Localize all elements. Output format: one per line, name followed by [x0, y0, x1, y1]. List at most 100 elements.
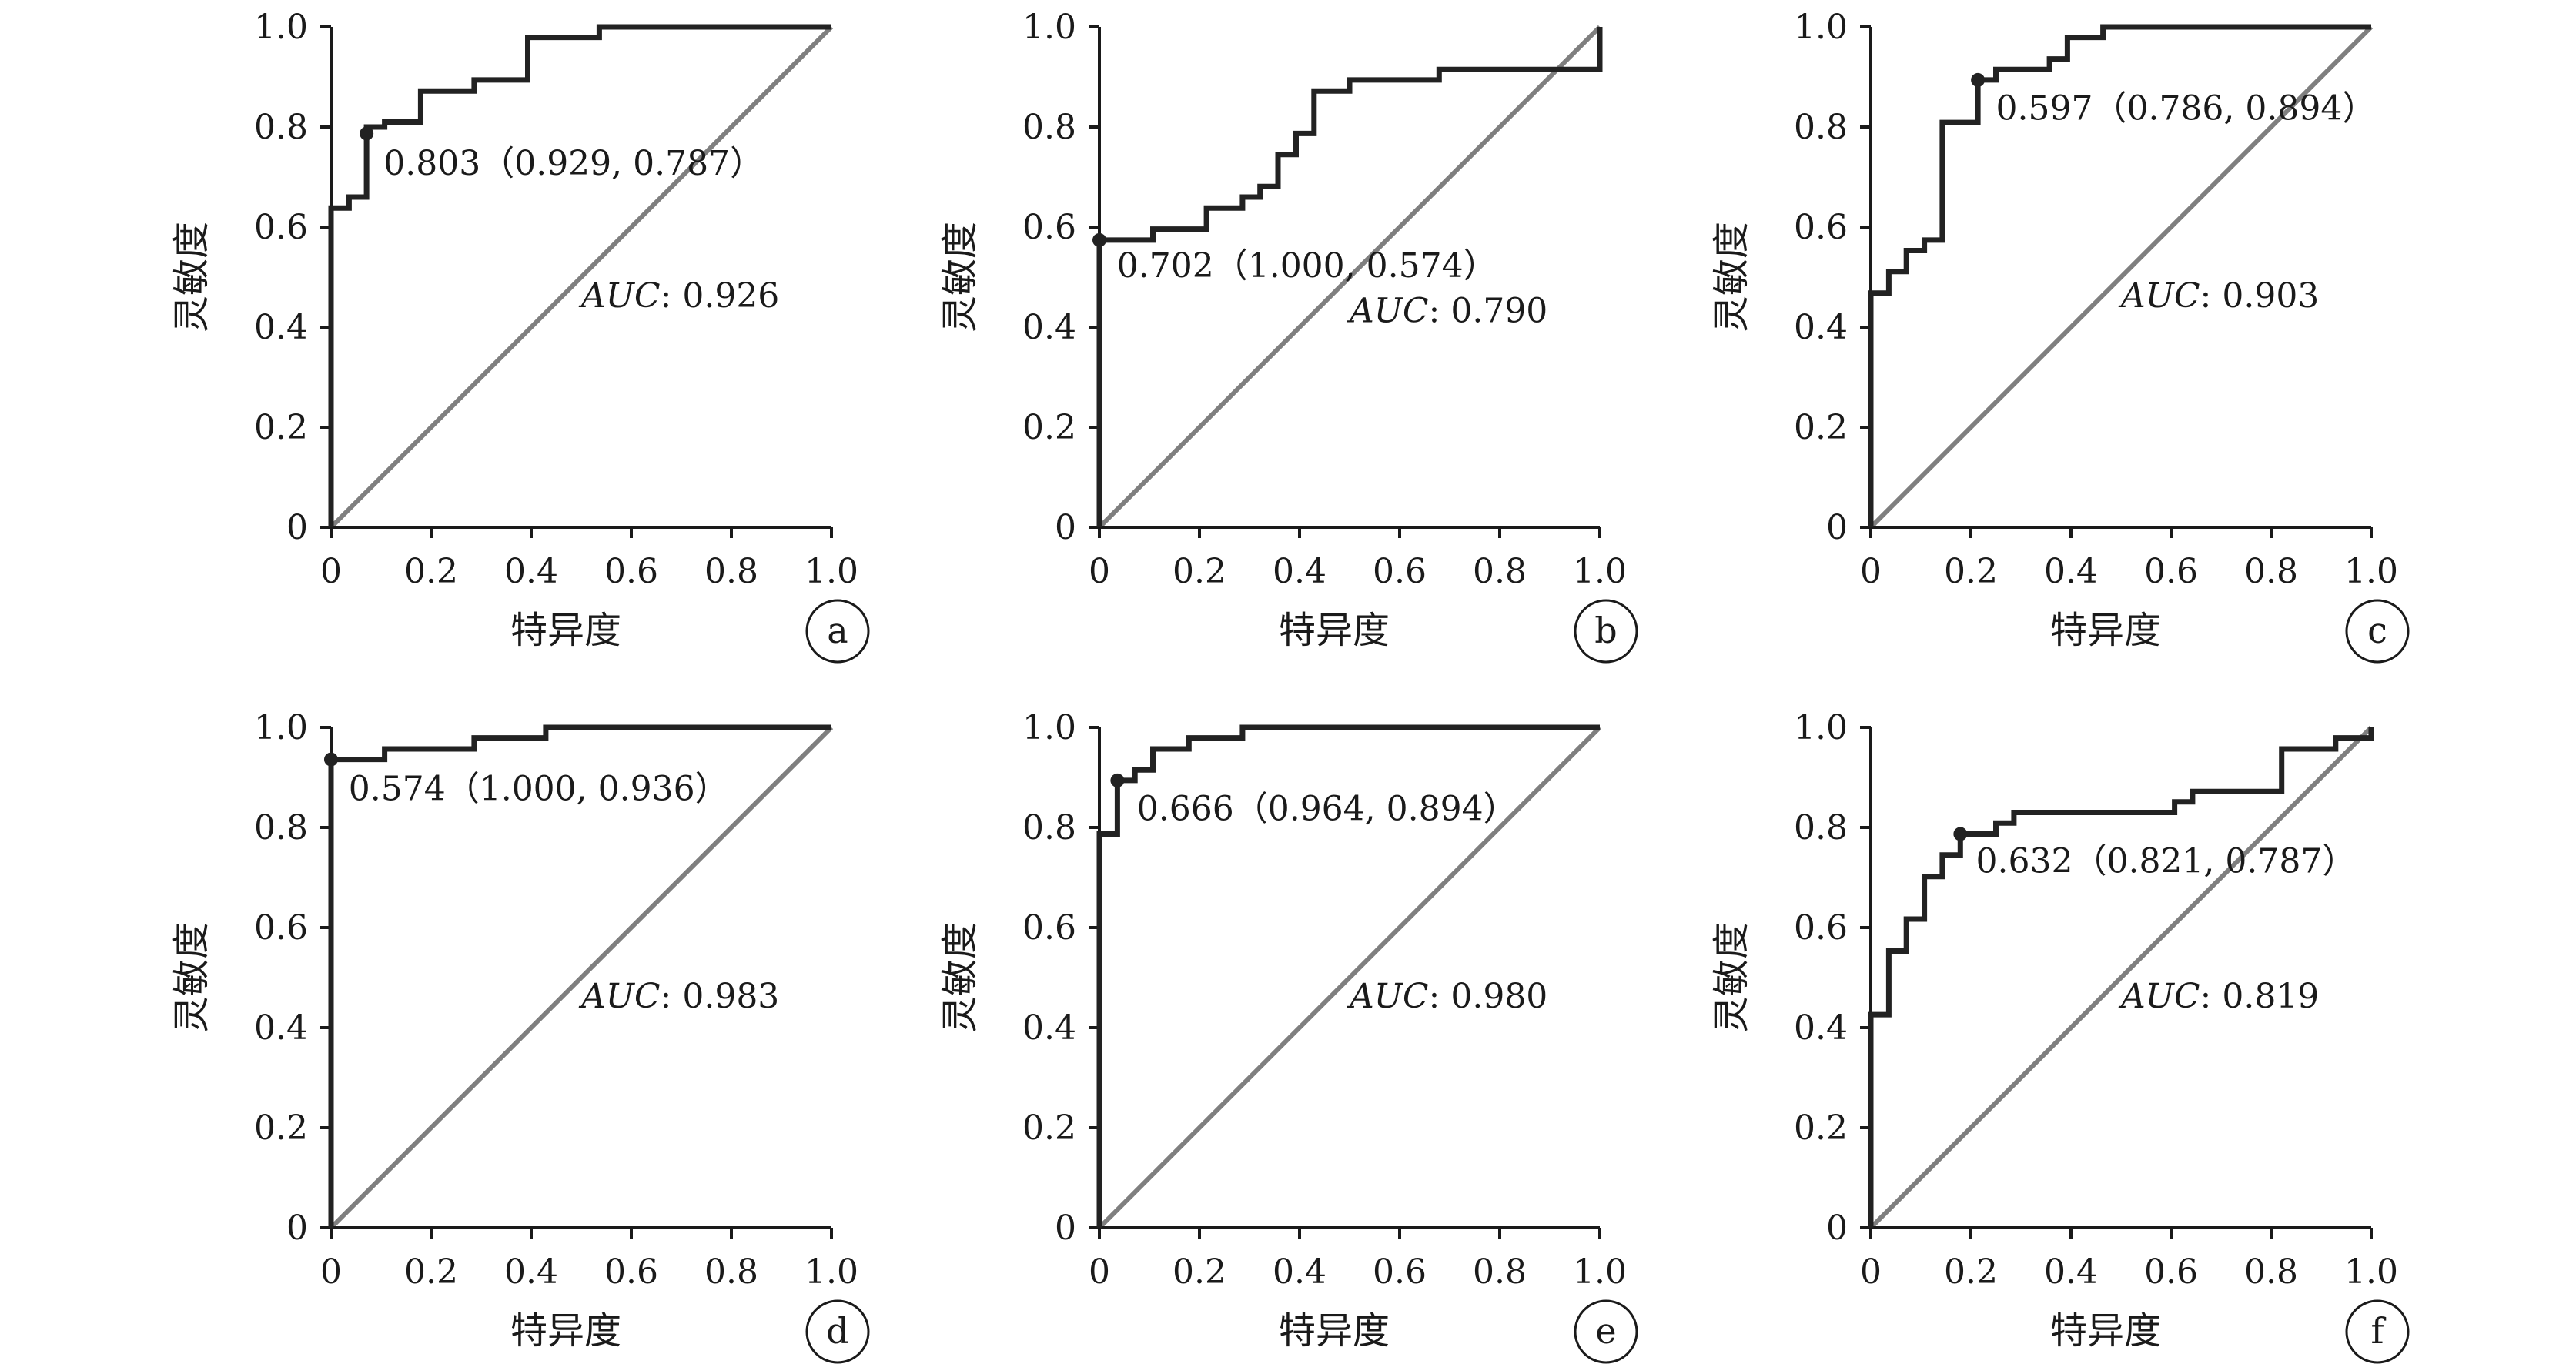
panel-f-y-tick-label: 1.0: [1794, 708, 1848, 747]
panel-f-reference-diagonal: [1868, 725, 2374, 1230]
panel-c-auc-label: AUC: 0.903: [2118, 276, 2319, 316]
panel-e: 0 0.2 0.4 0.6 0.8 1.0 0 0.2 0.4 0.6 0.8 1.0 特异度 灵敏度 0.…: [938, 708, 1638, 1364]
panel-b-x-tick-label: 0.8: [1473, 552, 1527, 591]
panel-c-cutoff-point: [1971, 72, 1986, 87]
panel-e-x-tick-label: 0.2: [1173, 1252, 1226, 1292]
panel-c-x-tick-label: 1.0: [2344, 552, 2398, 591]
panel-f-auc-value: : 0.819: [2200, 977, 2320, 1016]
panel-e-auc-value: : 0.980: [1429, 977, 1548, 1016]
panel-a-x-tick-label: 0.6: [604, 552, 658, 591]
panel-b-x-tick-label: 1.0: [1573, 552, 1627, 591]
panel-b-letter-circle: [1574, 599, 1638, 664]
panel-f-x-tick-label: 0: [1860, 1252, 1882, 1292]
panel-c-roc-curve: [1868, 24, 2371, 527]
panel-a-x-tick-label: 1.0: [805, 552, 858, 591]
panel-b-auc-key: AUC: [1347, 292, 1429, 331]
panel-a: 0 0.2 0.4 0.6 0.8 1.0 0 0.2 0.4 0.6 0.8 1.0 特异度 灵敏度 0.…: [170, 8, 870, 664]
panel-e-x-tick-label: 1.0: [1573, 1252, 1627, 1292]
panel-e-y-tick-label: 0.4: [1022, 1008, 1076, 1048]
panel-e-panel-letter: e: [1595, 1310, 1616, 1352]
panel-e-y-axis-title: 灵敏度: [938, 922, 982, 1033]
panel-d-auc-value: : 0.983: [661, 977, 780, 1016]
panel-a-auc-value: : 0.926: [661, 276, 780, 316]
panel-c-y-tick-label: 0.8: [1794, 108, 1848, 147]
panel-b-x-tick-label: 0: [1089, 552, 1110, 591]
panel-c-y-tick-label: 0.2: [1794, 408, 1848, 447]
panel-d-x-tick-label: 0.2: [404, 1252, 458, 1292]
panel-b-y-tick-label: 1.0: [1022, 8, 1076, 47]
panel-d-cutoff-label: 0.574（1.000, 0.936）: [349, 769, 729, 808]
panel-b-reference-diagonal: [1097, 25, 1602, 530]
panel-f-panel-letter: f: [2370, 1310, 2386, 1352]
panel-a-letter-circle: [805, 599, 870, 664]
panel-c-y-tick-label: 0.6: [1794, 208, 1848, 247]
panel-a-roc-curve: [328, 24, 831, 527]
panel-e-reference-diagonal: [1097, 725, 1602, 1230]
panel-a-y-tick-label: 0.2: [254, 408, 308, 447]
panel-a-y-tick-label: 0.8: [254, 108, 308, 147]
panel-f-letter-circle: [2345, 1299, 2410, 1364]
panel-d-roc-curve: [328, 724, 831, 1228]
panel-c-auc-value: : 0.903: [2200, 276, 2320, 316]
panel-f-x-tick-label: 0.6: [2144, 1252, 2198, 1292]
panel-a-y-tick-label: 1.0: [254, 8, 308, 47]
panel-d-y-axis-title: 灵敏度: [170, 922, 213, 1033]
panel-b-x-tick-label: 0.2: [1173, 552, 1226, 591]
panel-d-x-axis-title: 特异度: [510, 1309, 621, 1352]
panel-e-x-tick-label: 0: [1089, 1252, 1110, 1292]
panel-e-x-tick-label: 0.4: [1273, 1252, 1326, 1292]
panel-d-panel-letter: d: [826, 1310, 848, 1352]
panel-b-y-tick-label: 0.4: [1022, 308, 1076, 347]
panel-d-y-tick-label: 1.0: [254, 708, 308, 747]
panel-b-x-tick-label: 0.6: [1373, 552, 1427, 591]
panel-f-y-tick-label: 0.8: [1794, 808, 1848, 847]
panel-d-auc-key: AUC: [578, 977, 661, 1016]
panel-c-x-axis-title: 特异度: [2050, 609, 2161, 652]
panel-b: 0 0.2 0.4 0.6 0.8 1.0 0 0.2 0.4 0.6 0.8 1.0 特异度 灵敏度 0.…: [938, 8, 1638, 664]
panel-b-cutoff-label: 0.702（1.000, 0.574）: [1117, 246, 1497, 286]
panel-d-y-tick-label: 0.4: [254, 1008, 308, 1048]
panel-e-auc-label: AUC: 0.980: [1347, 977, 1547, 1016]
panel-c-letter-circle: [2345, 599, 2410, 664]
panel-b-y-tick-label: 0.6: [1022, 208, 1076, 247]
panel-e-cutoff-point: [1110, 773, 1125, 787]
panel-d-y-tick-label: 0: [286, 1209, 308, 1248]
panel-e-cutoff-label: 0.666（0.964, 0.894）: [1137, 789, 1517, 828]
panel-f-auc-key: AUC: [2118, 977, 2200, 1016]
panel-d-cutoff-point: [324, 752, 338, 767]
panel-f-x-tick-label: 0.8: [2244, 1252, 2298, 1292]
panel-f-y-tick-label: 0: [1826, 1209, 1848, 1248]
panel-a-auc-key: AUC: [578, 276, 661, 316]
panel-b-y-tick-label: 0.2: [1022, 408, 1076, 447]
panel-a-y-tick-label: 0.6: [254, 208, 308, 247]
panel-b-cutoff-point: [1092, 232, 1106, 247]
panel-e-y-tick-label: 1.0: [1022, 708, 1076, 747]
panel-a-panel-letter: a: [827, 610, 848, 651]
panel-a-auc-label: AUC: 0.926: [578, 276, 779, 316]
panel-d: 0 0.2 0.4 0.6 0.8 1.0 0 0.2 0.4 0.6 0.8 1.0 特异度 灵敏度 0.…: [170, 708, 870, 1364]
panel-f-x-tick-label: 0.2: [1944, 1252, 1998, 1292]
panel-a-x-tick-label: 0.2: [404, 552, 458, 591]
panel-d-auc-label: AUC: 0.983: [578, 977, 779, 1016]
panel-c-x-tick-label: 0.6: [2144, 552, 2198, 591]
panel-a-y-tick-label: 0: [286, 508, 308, 547]
panel-b-roc-curve: [1096, 27, 1603, 527]
panel-c-x-tick-label: 0.2: [1944, 552, 1998, 591]
panel-b-x-tick-label: 0.4: [1273, 552, 1326, 591]
panel-b-auc-label: AUC: 0.790: [1347, 292, 1547, 331]
panel-c-y-axis-title: 灵敏度: [1710, 222, 1753, 333]
panel-d-y-tick-label: 0.8: [254, 808, 308, 847]
panel-a-x-tick-label: 0.8: [704, 552, 758, 591]
panel-d-x-tick-label: 0.8: [704, 1252, 758, 1292]
panel-c-panel-letter: c: [2367, 610, 2387, 651]
panel-c-cutoff-label: 0.597（0.786, 0.894）: [1996, 89, 2377, 128]
panel-d-x-tick-label: 0.6: [604, 1252, 658, 1292]
panel-c-x-tick-label: 0.8: [2244, 552, 2298, 591]
panel-f: 0 0.2 0.4 0.6 0.8 1.0 0 0.2 0.4 0.6 0.8 1.0 特异度 灵敏度 0.…: [1710, 708, 2410, 1364]
panel-e-x-axis-title: 特异度: [1279, 1309, 1390, 1352]
panel-e-x-tick-label: 0.6: [1373, 1252, 1427, 1292]
panel-c: 0 0.2 0.4 0.6 0.8 1.0 0 0.2 0.4 0.6 0.8 1.0 特异度 灵敏度 0.…: [1710, 8, 2410, 664]
panel-f-cutoff-label: 0.632（0.821, 0.787）: [1976, 842, 2357, 881]
panel-e-roc-curve: [1096, 724, 1600, 1228]
